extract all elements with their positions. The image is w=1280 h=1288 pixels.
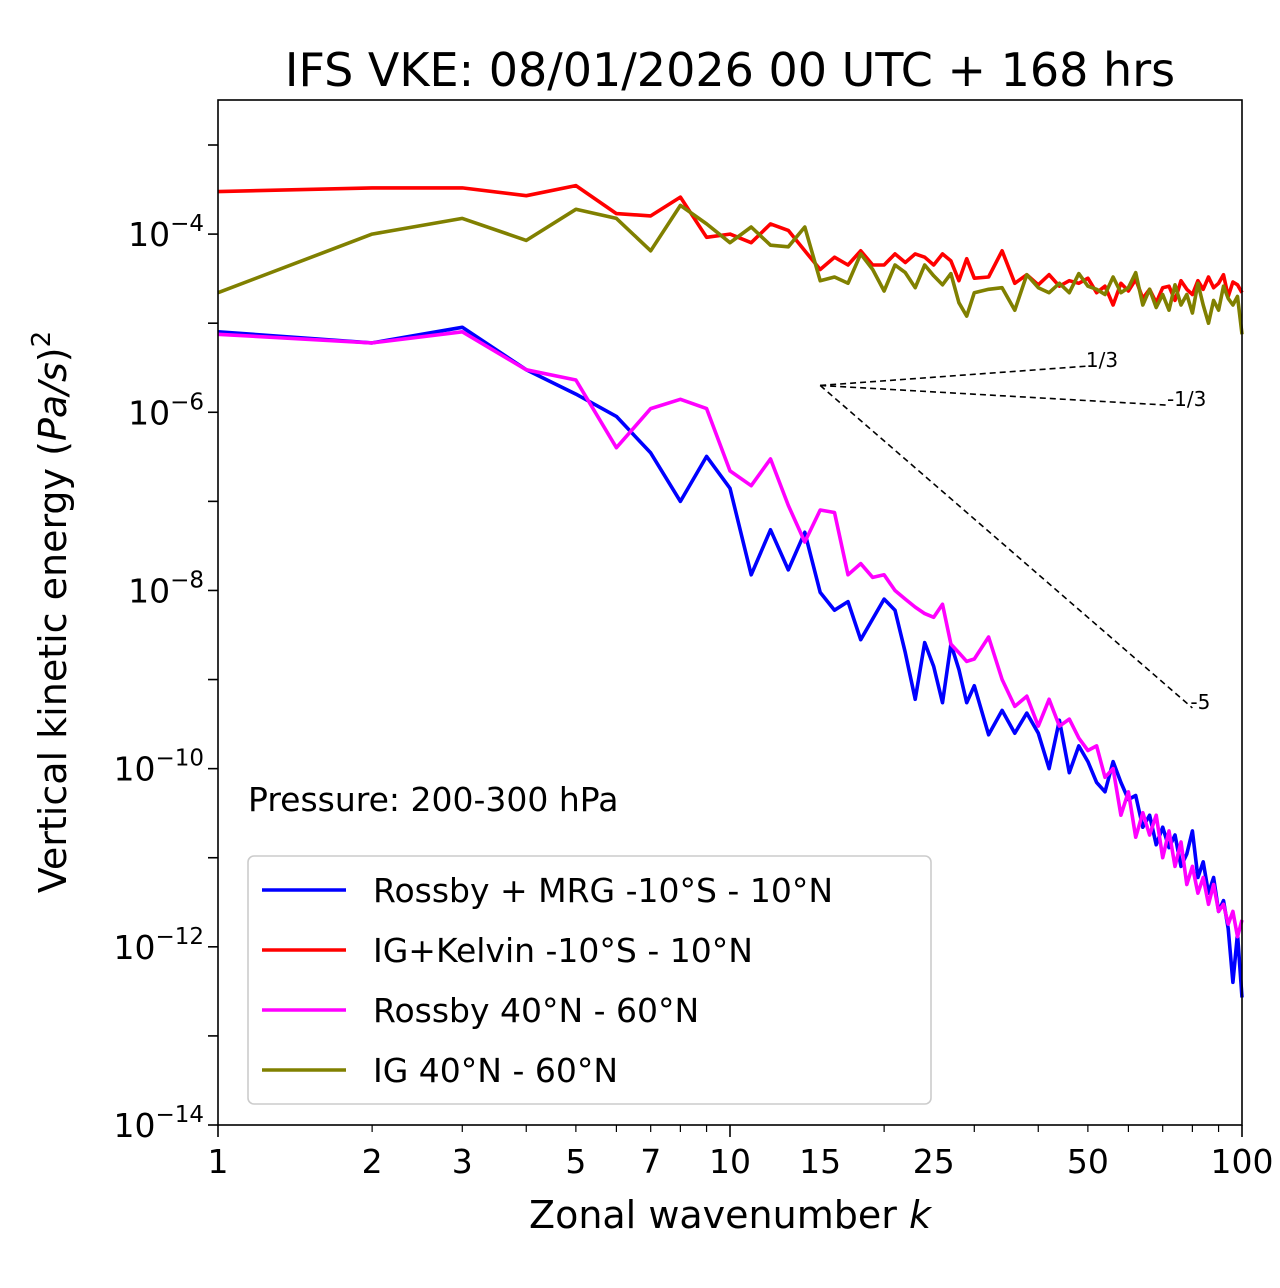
legend-label-3: Rossby 40°N - 60°N [373, 991, 699, 1030]
y-tick-base: 10 [128, 215, 170, 254]
data-series [217, 183, 1244, 998]
reference-line-1 [820, 365, 1088, 387]
x-axis-label: Zonal wavenumber k [529, 1193, 933, 1237]
y-axis-label-text: Vertical kinetic energy ( [31, 441, 75, 893]
y-tick-exponent: −12 [155, 924, 204, 950]
reference-slope-lines: 1/3 -1/3 -5 [819, 348, 1210, 714]
x-tick-label: 1 [208, 1142, 229, 1181]
reference-line-label-1: 1/3 [1086, 348, 1118, 372]
y-tick-label: 10−6 [128, 389, 204, 432]
x-tick-label: 25 [913, 1142, 955, 1181]
legend: Rossby + MRG -10°S - 10°N IG+Kelvin -10°S… [247, 855, 932, 1105]
series-line-1 [217, 325, 1244, 998]
axis-ticks: 1 2 3 5 7 10 15 25 50 10010−410−610−810−1010−1210… [113, 144, 1274, 1181]
plot-frame [217, 99, 1243, 1126]
y-tick-base: 10 [128, 571, 170, 610]
x-tick-label: 50 [1067, 1142, 1109, 1181]
y-tick-exponent: −6 [170, 389, 204, 415]
y-axis-label-variable: Pa/s [31, 362, 75, 441]
legend-label-2: IG+Kelvin -10°S - 10°N [373, 931, 753, 970]
series-line-3 [217, 329, 1244, 939]
reference-line-label-2: -1/3 [1167, 387, 1206, 411]
y-tick-base: 10 [113, 1106, 155, 1145]
legend-label-4: IG 40°N - 60°N [373, 1051, 618, 1090]
reference-line-3 [819, 384, 1193, 709]
x-tick-label: 2 [362, 1142, 383, 1181]
y-tick-label: 10−4 [128, 211, 204, 254]
reference-line-2 [820, 384, 1169, 407]
x-axis-label-variable: k [909, 1193, 933, 1237]
y-tick-base: 10 [113, 750, 155, 789]
x-tick-label: 7 [640, 1142, 661, 1181]
x-tick-label: 10 [709, 1142, 751, 1181]
legend-label-1: Rossby + MRG -10°S - 10°N [373, 871, 833, 910]
x-tick-label: 3 [452, 1142, 473, 1181]
reference-line-label-3: -5 [1190, 690, 1210, 714]
series-line-4 [217, 203, 1244, 335]
y-tick-base: 10 [128, 393, 170, 432]
pressure-annotation: Pressure: 200-300 hPa [248, 780, 618, 819]
x-tick-label: 15 [799, 1142, 841, 1181]
x-tick-label: 100 [1211, 1142, 1274, 1181]
y-tick-label: 10−8 [128, 567, 204, 610]
y-tick-label: 10−12 [113, 924, 204, 967]
y-axis-label: Vertical kinetic energy (Pa/s)2 [27, 331, 75, 893]
x-axis-label-text: Zonal wavenumber [529, 1193, 909, 1237]
y-axis-label-close: ) [31, 347, 75, 362]
x-tick-label: 5 [565, 1142, 586, 1181]
series-line-2 [217, 183, 1244, 307]
y-tick-exponent: −8 [170, 567, 204, 593]
y-tick-exponent: −10 [155, 746, 204, 772]
chart-title: IFS VKE: 08/01/2026 00 UTC + 168 hrs [285, 43, 1175, 97]
y-tick-label: 10−14 [113, 1102, 204, 1145]
y-tick-label: 10−10 [113, 746, 204, 789]
y-tick-exponent: −14 [155, 1102, 204, 1128]
legend-box [247, 855, 932, 1105]
y-axis-label-exponent: 2 [27, 331, 57, 348]
y-tick-exponent: −4 [170, 211, 204, 237]
y-tick-base: 10 [113, 928, 155, 967]
